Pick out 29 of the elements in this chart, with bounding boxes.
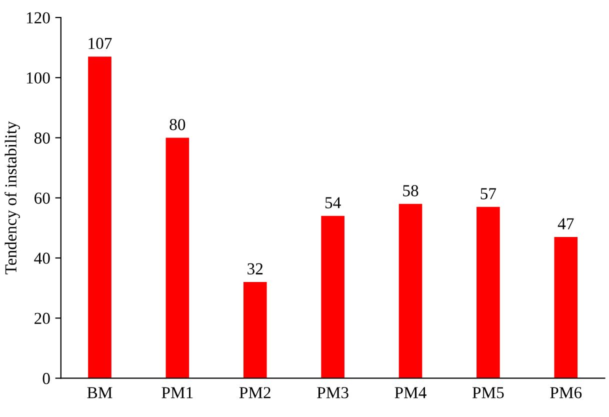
data-label: 32 [248, 263, 263, 274]
data-label: 57 [480, 188, 496, 200]
bar [166, 138, 190, 378]
bar [554, 236, 578, 378]
y-tick-label: 0 [42, 372, 50, 384]
x-tick-label: PM4 [394, 387, 426, 398]
x-tick-label: BM [87, 387, 112, 398]
y-axis-title: Tendency of instability [4, 121, 20, 274]
y-tick-label: 60 [34, 192, 50, 204]
data-label: 107 [88, 38, 112, 50]
data-label: 58 [403, 185, 418, 196]
y-tick-label: 20 [34, 312, 50, 324]
x-tick-label: PM2 [239, 387, 270, 398]
x-tick-label: PM5 [472, 387, 504, 398]
x-tick-label: PM1 [162, 387, 193, 398]
bar [476, 206, 500, 378]
y-tick-label: 40 [34, 252, 50, 264]
x-tick-label: PM6 [550, 387, 582, 398]
y-tick-label: 120 [26, 12, 50, 24]
bar [88, 56, 112, 378]
data-label: 47 [558, 218, 574, 230]
y-tick-label: 100 [26, 72, 50, 84]
bar [321, 216, 344, 378]
data-label: 80 [170, 118, 186, 130]
x-tick-label: PM3 [317, 387, 348, 398]
bar [243, 282, 267, 378]
data-label: 54 [325, 197, 341, 208]
bar [398, 204, 422, 378]
y-tick-label: 80 [34, 132, 50, 144]
